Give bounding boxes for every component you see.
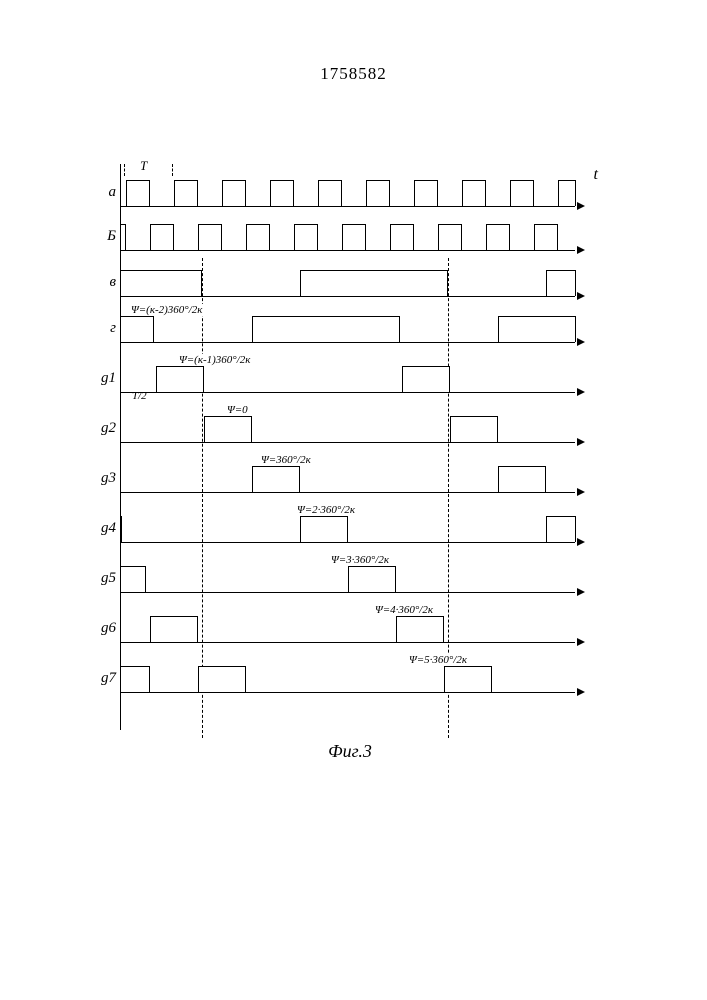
arrow-icon [577, 292, 585, 300]
baseline [120, 392, 575, 393]
arrow-icon [577, 588, 585, 596]
baseline [120, 692, 575, 693]
pulse [198, 666, 246, 692]
signal-row-d4: g4Ψ=2·360°/2к [120, 506, 580, 552]
pulse [120, 270, 202, 296]
phase-label: Ψ=3·360°/2к [330, 554, 390, 566]
row-label: а [92, 184, 116, 201]
time-axis-label: t [594, 166, 598, 184]
baseline [120, 206, 575, 207]
arrow-icon [577, 688, 585, 696]
arrow-icon [577, 488, 585, 496]
row-label: g6 [92, 620, 116, 637]
baseline [120, 296, 575, 297]
phase-label: Ψ=4·360°/2к [374, 604, 434, 616]
signal-row-b: Б [120, 214, 580, 260]
arrow-icon [577, 202, 585, 210]
pulse [150, 616, 198, 642]
pulse [174, 180, 198, 206]
pulse [348, 566, 396, 592]
figure-caption: Фиг.3 [328, 741, 372, 762]
pulse [450, 416, 498, 442]
pulse [396, 616, 444, 642]
pulse [252, 466, 300, 492]
pulse [120, 666, 150, 692]
signal-row-d2: g2Ψ=0 [120, 406, 580, 452]
pulse [318, 180, 342, 206]
pulse [300, 270, 448, 296]
pulse [498, 466, 546, 492]
pulse [414, 180, 438, 206]
pulse [546, 270, 576, 296]
signal-row-d6: g6Ψ=4·360°/2к [120, 606, 580, 652]
phase-label: Ψ=2·360°/2к [296, 504, 356, 516]
pulse [120, 516, 122, 542]
arrow-icon [577, 246, 585, 254]
row-label: Б [92, 228, 116, 245]
t-half-label: T/2 [132, 390, 147, 402]
pulse [294, 224, 318, 250]
pulse [222, 180, 246, 206]
baseline [120, 492, 575, 493]
phase-label: Ψ=360°/2к [260, 454, 312, 466]
arrow-icon [577, 538, 585, 546]
baseline [120, 342, 575, 343]
signal-row-d1: g1Ψ=(к-1)360°/2кT/2 [120, 356, 580, 402]
pulse [120, 316, 154, 342]
pulse [462, 180, 486, 206]
pulse [498, 316, 576, 342]
phase-label: Ψ=0 [226, 404, 249, 416]
pulse [204, 416, 252, 442]
pulse [120, 224, 126, 250]
pulse [510, 180, 534, 206]
row-label: в [92, 274, 116, 291]
pulse [126, 180, 150, 206]
phase-label: Ψ=(к-1)360°/2к [178, 354, 251, 366]
pulse [156, 366, 204, 392]
phase-label: Ψ=(к-2)360°/2к [130, 304, 203, 316]
baseline [120, 442, 575, 443]
document-number: 1758582 [320, 64, 387, 84]
arrow-icon [577, 638, 585, 646]
signal-row-g: гΨ=(к-2)360°/2к [120, 306, 580, 352]
signal-row-v: в [120, 260, 580, 306]
row-label: g5 [92, 570, 116, 587]
pulse [300, 516, 348, 542]
pulse [198, 224, 222, 250]
signal-row-d5: g5Ψ=3·360°/2к [120, 556, 580, 602]
pulse [486, 224, 510, 250]
row-label: g3 [92, 470, 116, 487]
pulse [252, 316, 400, 342]
pulse [438, 224, 462, 250]
signal-row-a: а [120, 170, 580, 216]
arrow-icon [577, 438, 585, 446]
row-label: г [92, 320, 116, 337]
row-label: g1 [92, 370, 116, 387]
pulse [444, 666, 492, 692]
signal-row-d3: g3Ψ=360°/2к [120, 456, 580, 502]
pulse [246, 224, 270, 250]
row-label: g4 [92, 520, 116, 537]
pulse [270, 180, 294, 206]
pulse [390, 224, 414, 250]
pulse [342, 224, 366, 250]
arrow-icon [577, 338, 585, 346]
row-label: g7 [92, 670, 116, 687]
pulse [366, 180, 390, 206]
baseline [120, 250, 575, 251]
pulse [120, 566, 146, 592]
row-label: g2 [92, 420, 116, 437]
arrow-icon [577, 388, 585, 396]
pulse [546, 516, 576, 542]
pulse [150, 224, 174, 250]
timing-diagram: T t аБвгΨ=(к-2)360°/2кg1Ψ=(к-1)360°/2кT/… [120, 170, 580, 730]
pulse [534, 224, 558, 250]
baseline [120, 592, 575, 593]
signal-row-d7: g7Ψ=5·360°/2к [120, 656, 580, 702]
baseline [120, 542, 575, 543]
pulse [402, 366, 450, 392]
baseline [120, 642, 575, 643]
pulse [558, 180, 576, 206]
phase-label: Ψ=5·360°/2к [408, 654, 468, 666]
